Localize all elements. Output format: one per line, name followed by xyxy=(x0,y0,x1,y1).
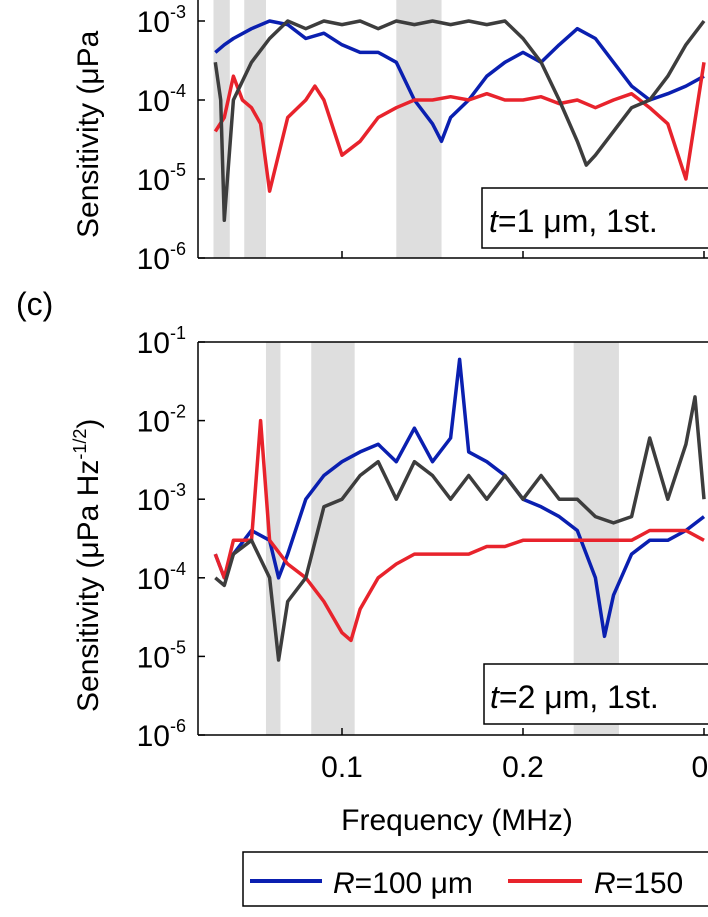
y-tick-label: 10-6 xyxy=(137,716,186,753)
panel-bottom: 10-1 10-2 10-3 10-4 10-5 10-6 0.1 0.2 0. Sensit… xyxy=(70,323,708,837)
top-series-group xyxy=(213,19,706,223)
y-tick-label: 10-3 xyxy=(137,2,186,39)
top-annotation-box: t=1 μm, 1st. xyxy=(481,187,708,249)
bottom-annotation-box: t=2 μm, 1st. xyxy=(483,663,708,725)
series-red-line xyxy=(213,418,705,643)
top-x-ticks xyxy=(341,251,705,258)
y-tick-label: 10-1 xyxy=(137,323,186,360)
series-blue-line xyxy=(214,19,705,144)
x-tick-label: 0. xyxy=(691,751,708,784)
top-annotation-text: t=1 μm, 1st. xyxy=(489,203,658,239)
x-axis-label: Frequency (MHz) xyxy=(341,804,573,837)
bottom-y-axis-label: Sensitivity (μPa Hz-1/2) xyxy=(70,419,105,712)
panel-top: 10-3 10-4 10-5 10-6 Sensitivity (μPa t=1 μm… xyxy=(72,0,708,276)
panel-letter: (c) xyxy=(16,286,53,322)
bottom-y-ticks: 10-1 10-2 10-3 10-4 10-5 10-6 xyxy=(137,323,205,753)
legend-entry-red: R=150 xyxy=(594,867,683,900)
top-shaded-bands xyxy=(213,0,442,258)
top-y-ticks: 10-3 10-4 10-5 10-6 xyxy=(137,2,205,276)
top-y-axis-label: Sensitivity (μPa xyxy=(72,30,105,238)
bottom-x-ticks: 0.1 0.2 0. xyxy=(321,728,708,784)
y-tick-label: 10-5 xyxy=(137,637,186,674)
series-dark-line xyxy=(213,19,706,223)
x-tick-label: 0.1 xyxy=(321,751,363,784)
y-tick-label: 10-4 xyxy=(137,559,186,596)
y-tick-label: 10-3 xyxy=(137,480,186,517)
x-tick-label: 0.2 xyxy=(502,751,544,784)
y-tick-label: 10-5 xyxy=(137,160,186,197)
series-red-line xyxy=(213,62,706,193)
bottom-annotation-text: t=2 μm, 1st. xyxy=(490,679,659,715)
bottom-series-group xyxy=(213,357,706,662)
y-tick-label: 10-6 xyxy=(137,239,186,276)
legend-entry-blue: R=100 μm xyxy=(333,867,473,900)
series-blue-line xyxy=(213,357,706,639)
y-tick-label: 10-4 xyxy=(137,81,186,118)
legend: R=100 μm R=150 xyxy=(242,851,708,907)
y-tick-label: 10-2 xyxy=(137,402,186,439)
shaded-band-1 xyxy=(311,342,355,735)
series-dark-line xyxy=(214,395,706,662)
